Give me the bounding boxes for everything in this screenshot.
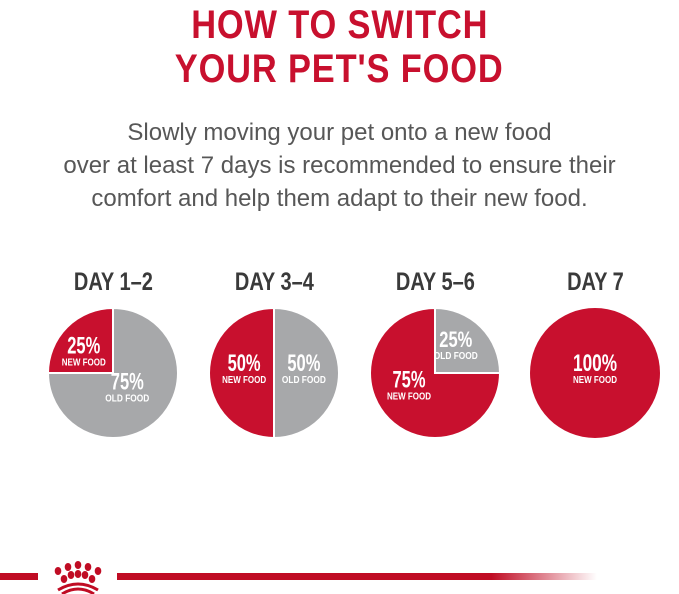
title-line-2: YOUR PET'S FOOD <box>175 47 504 91</box>
slice-label: NEW FOOD <box>222 375 266 386</box>
slice-percent: 25% <box>439 327 472 352</box>
pie-slice-new-food <box>369 306 502 439</box>
slice-percent: 50% <box>228 350 261 377</box>
intro-line: Slowly moving your pet onto a new food <box>127 119 552 146</box>
intro-text: Slowly moving your pet onto a new food o… <box>0 116 679 215</box>
slice-percent: 25% <box>67 333 100 360</box>
day-label: DAY 5–6 <box>395 268 475 296</box>
slice-label: OLD FOOD <box>282 375 326 386</box>
slice-label: NEW FOOD <box>62 358 106 369</box>
intro-line: over at least 7 days is recommended to e… <box>63 152 616 179</box>
intro-line: comfort and help them adapt to their new… <box>91 185 588 212</box>
day-label: DAY 3–4 <box>234 268 314 296</box>
slice-label: NEW FOOD <box>387 391 431 402</box>
pie-slice-old-food <box>434 306 502 374</box>
pie-slice-new-food <box>208 306 275 440</box>
slice-percent: 50% <box>287 350 320 377</box>
divider-left <box>0 573 38 580</box>
pie-slice-new-food <box>46 306 114 374</box>
pie-slice-new-food <box>530 308 660 438</box>
slice-percent: 75% <box>111 368 144 395</box>
slice-label: OLD FOOD <box>105 393 149 404</box>
pie-slice-old-food <box>273 306 340 440</box>
slice-label: NEW FOOD <box>573 375 617 386</box>
day-label: DAY 1–2 <box>73 268 153 296</box>
pie-slice-old-food <box>46 306 179 439</box>
title-line-1: HOW TO SWITCH <box>190 3 489 47</box>
day-label: DAY 7 <box>566 268 624 296</box>
divider-right <box>117 573 597 580</box>
slice-percent: 100% <box>573 350 617 377</box>
slice-percent: 75% <box>393 366 426 393</box>
crown-logo-icon <box>54 561 102 594</box>
slice-label: OLD FOOD <box>434 351 478 362</box>
